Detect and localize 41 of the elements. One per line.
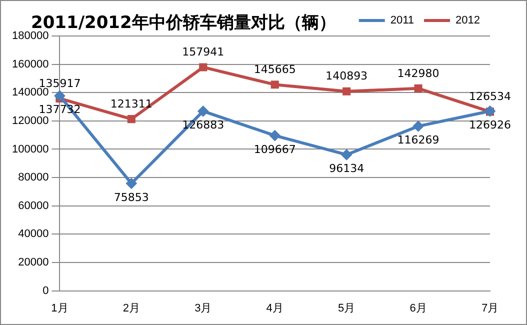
x-tick-label: 3月 — [194, 302, 212, 314]
point — [269, 130, 280, 142]
y-tick-label: 40000 — [18, 228, 49, 240]
y-tick-label: 60000 — [18, 200, 49, 212]
x-tick-label: 2月 — [122, 302, 140, 314]
x-tick-label: 4月 — [266, 302, 284, 314]
data-label: 121311 — [110, 97, 152, 110]
data-label: 142980 — [397, 66, 440, 80]
point — [127, 115, 136, 124]
point — [342, 87, 351, 96]
y-tick-label: 0 — [42, 284, 49, 297]
point — [341, 149, 352, 160]
data-label: 126534 — [469, 90, 511, 104]
y-tick-label: 20000 — [18, 256, 49, 269]
x-tick-label: 6月 — [410, 302, 427, 314]
x-tick-label: 5月 — [338, 302, 356, 314]
point — [54, 90, 66, 102]
point — [414, 84, 422, 92]
legend-label: 2012 — [456, 14, 480, 27]
data-label: 109667 — [254, 142, 296, 156]
data-label: 145665 — [254, 62, 296, 76]
data-label: 126926 — [469, 118, 511, 132]
point — [198, 106, 209, 117]
data-label: 116269 — [397, 134, 440, 147]
data-label: 140893 — [326, 70, 368, 83]
x-tick-label: 7月 — [481, 302, 499, 314]
data-label: 96134 — [329, 162, 364, 176]
y-tick-label: 100000 — [12, 143, 49, 156]
data-label: 75853 — [114, 190, 149, 204]
y-tick-label: 120000 — [12, 114, 49, 127]
legend-label: 2011 — [390, 14, 414, 27]
point — [270, 80, 279, 89]
point — [412, 120, 424, 132]
data-label: 157941 — [182, 46, 224, 59]
y-tick-label: 180000 — [12, 30, 49, 42]
point — [199, 63, 208, 72]
y-tick-label: 160000 — [12, 58, 49, 70]
x-tick-label: 1月 — [51, 302, 68, 314]
y-tick-label: 140000 — [12, 86, 49, 99]
y-tick-label: 80000 — [18, 172, 49, 184]
point — [126, 178, 137, 189]
